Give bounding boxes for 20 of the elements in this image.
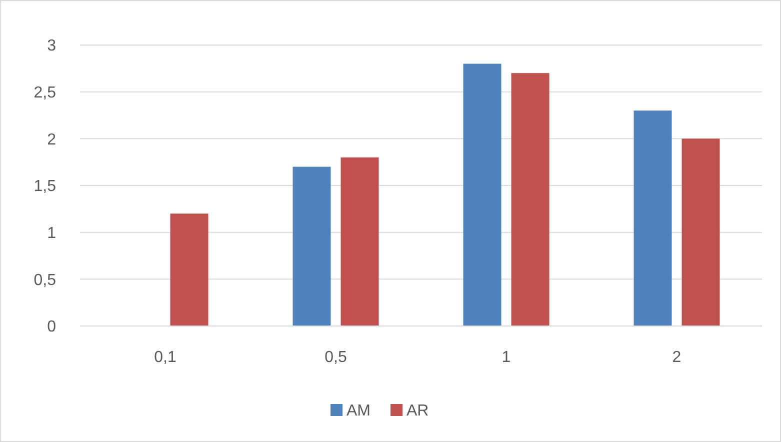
- y-tick-label: 0,5: [34, 272, 56, 289]
- y-tick-label: 2: [47, 131, 56, 148]
- legend-label: AR: [406, 402, 429, 420]
- y-tick-label: 2,5: [34, 84, 56, 102]
- y-tick-label: 0: [47, 318, 56, 336]
- bar: [463, 64, 502, 326]
- x-tick-label: 1: [502, 349, 511, 366]
- legend-label: AM: [346, 402, 370, 420]
- bar: [682, 138, 720, 326]
- bar: [292, 166, 331, 326]
- y-tick-label: 1: [47, 224, 56, 242]
- y-tick-label: 1,5: [34, 178, 56, 196]
- x-tick-label: 0,5: [324, 349, 347, 366]
- x-tick-label: 2: [672, 349, 682, 366]
- bar: [340, 157, 379, 326]
- bar: [634, 110, 672, 326]
- bar: [511, 73, 550, 326]
- bar: [170, 214, 208, 326]
- y-tick-label: 3: [47, 38, 56, 55]
- x-tick-label: 0,1: [154, 349, 176, 366]
